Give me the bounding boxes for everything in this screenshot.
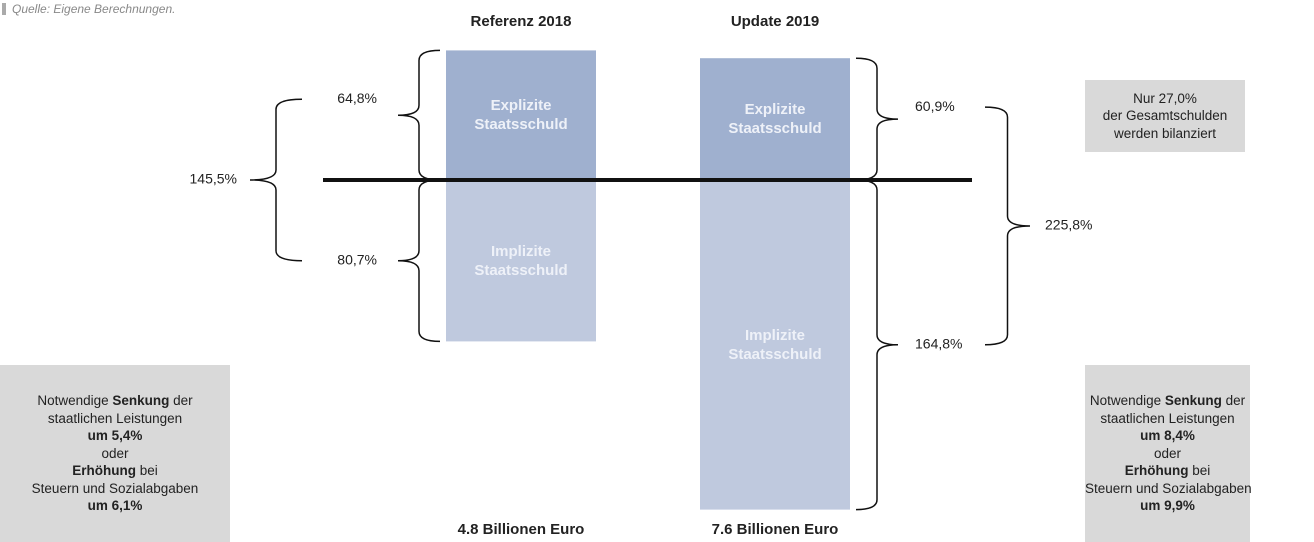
total-label: 145,5% <box>190 171 237 187</box>
note-line: Steuern und Sozialabgaben <box>0 480 230 498</box>
segment-label: Explizite Staatsschuld <box>446 96 596 134</box>
value-label: 60,9% <box>915 98 955 114</box>
note-line: staatlichen Leistungen <box>1085 410 1250 428</box>
segment-name: Implizite Staatsschuld <box>728 326 822 363</box>
note-line: Notwendige Senkung der <box>1085 392 1250 410</box>
value-label: 64,8% <box>337 90 377 106</box>
note-text: Steuern und Sozialabgaben <box>31 480 199 496</box>
bar-segment <box>446 180 596 342</box>
note-text: Notwendige <box>37 393 113 409</box>
segment-name: Explizite Staatsschuld <box>728 101 822 138</box>
bar-segment <box>700 180 850 510</box>
note-line: staatlichen Leistungen <box>0 410 230 428</box>
note-line: werden bilanziert <box>1085 125 1245 143</box>
category-label: Referenz 2018 <box>471 13 572 30</box>
total-label: 225,8% <box>1045 217 1092 233</box>
note-text: der <box>1221 393 1246 409</box>
segment-name: Implizite Staatsschuld <box>474 242 568 279</box>
category-label: Update 2019 <box>731 13 819 30</box>
note-text: Nur 27,0% <box>1133 90 1197 106</box>
footer-label: 7.6 Billionen Euro <box>712 521 839 538</box>
note-line: der Gesamtschulden <box>1085 107 1245 125</box>
bracket <box>855 179 899 511</box>
note-line: Steuern und Sozialabgaben <box>1085 480 1252 498</box>
note-text: bei <box>135 463 158 479</box>
note-line: Nur 27,0% <box>1085 90 1245 108</box>
note-line: Erhöhung bei <box>1085 462 1250 480</box>
note-text: staatlichen Leistungen <box>47 410 183 426</box>
note-text: oder <box>101 445 129 461</box>
note-text: um 9,9% <box>1140 498 1195 514</box>
note-box: Notwendige Senkung der staatlichen Leistu… <box>0 365 230 542</box>
note-text: um 6,1% <box>87 498 143 514</box>
bracket <box>397 49 441 181</box>
note-box: Notwendige Senkung der staatlichen Leistu… <box>1085 365 1252 542</box>
note-text: um 8,4% <box>1140 428 1195 444</box>
note-text: bei <box>1188 463 1211 479</box>
bracket <box>249 98 303 262</box>
bracket <box>397 179 441 343</box>
segment-label: Implizite Staatsschuld <box>700 326 850 364</box>
note-line: um 9,9% <box>1085 497 1250 515</box>
note-text: Steuern und Sozialabgaben <box>1085 480 1252 496</box>
segment-label: Explizite Staatsschuld <box>700 100 850 138</box>
note-text: Erhöhung <box>72 463 136 479</box>
note-line: um 8,4% <box>1085 427 1250 445</box>
note-text: der Gesamtschulden <box>1102 108 1228 124</box>
note-box: Nur 27,0% der Gesamtschulden werden bilanz… <box>1085 80 1245 152</box>
bar-segment <box>700 58 850 181</box>
note-line: oder <box>1085 445 1250 463</box>
note-text: Notwendige <box>1089 393 1165 409</box>
note-line: oder <box>0 445 230 463</box>
note-line: Erhöhung bei <box>0 462 230 480</box>
note-text: Senkung <box>112 393 170 409</box>
note-text: Senkung <box>1164 393 1222 409</box>
source: Quelle: Eigene Berechnungen. <box>1 2 176 16</box>
note-text: um 5,4% <box>87 428 143 444</box>
note-line: um 6,1% <box>0 497 230 515</box>
bar-segment <box>446 50 596 181</box>
note-line: um 5,4% <box>0 427 230 445</box>
note-text: werden bilanziert <box>1113 125 1217 141</box>
note-text: Erhöhung <box>1124 463 1189 479</box>
value-label: 80,7% <box>337 251 377 267</box>
bracket <box>984 106 1031 346</box>
value-label: 164,8% <box>915 336 962 352</box>
bracket <box>855 57 899 181</box>
note-text: staatlichen Leistungen <box>1100 410 1235 426</box>
footer-label: 4.8 Billionen Euro <box>458 521 585 538</box>
segment-name: Explizite Staatsschuld <box>474 97 568 134</box>
note-text: oder <box>1153 445 1182 461</box>
segment-label: Implizite Staatsschuld <box>446 242 596 280</box>
note-line: Notwendige Senkung der <box>0 392 230 410</box>
note-text: der <box>169 393 193 409</box>
